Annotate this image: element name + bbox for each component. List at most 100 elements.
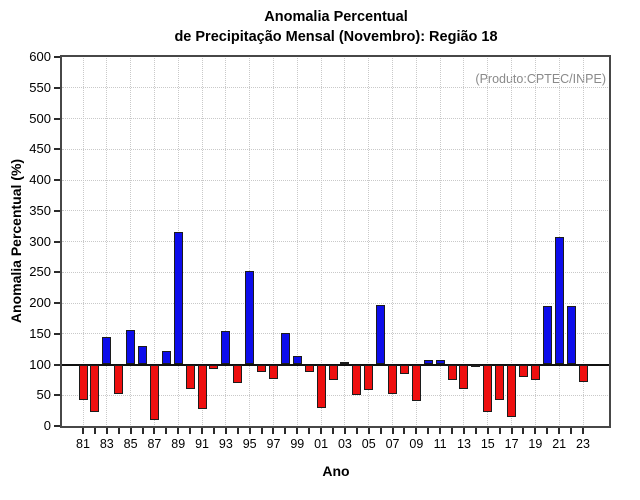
x-tick-label: 99 [290, 437, 305, 451]
bar-2015 [483, 364, 493, 413]
x-tick [272, 428, 275, 434]
bar-1984 [114, 364, 124, 395]
x-tick [212, 428, 215, 434]
x-tick [546, 428, 549, 434]
bar-2012 [447, 364, 457, 380]
h-gridline [62, 179, 610, 181]
v-gridline [153, 58, 155, 425]
x-tick [141, 428, 144, 434]
y-tick-label: 50 [36, 387, 51, 403]
x-tick-label: 19 [528, 437, 543, 451]
bar-1981 [78, 364, 88, 401]
bar-1985 [126, 330, 136, 365]
x-tick-label: 13 [457, 437, 471, 451]
bar-2010 [423, 359, 433, 365]
y-tick [54, 56, 60, 58]
y-tick-label: 150 [29, 325, 51, 341]
right-axis-line [609, 55, 611, 428]
h-gridline [62, 241, 610, 242]
x-tick [510, 428, 513, 434]
bar-2004 [352, 364, 362, 396]
x-tick [320, 428, 323, 434]
x-tick-label: 05 [361, 437, 376, 451]
x-tick-label: 85 [123, 437, 138, 451]
source-note: (Produto:CPTEC/INPE) [475, 72, 606, 86]
x-tick [403, 428, 406, 434]
bar-2017 [507, 364, 517, 417]
v-gridline [296, 58, 298, 425]
v-gridline [272, 58, 274, 425]
bar-2007 [388, 364, 398, 395]
y-tick-label: 200 [29, 295, 51, 310]
y-tick-label: 600 [29, 49, 51, 64]
bar-2006 [376, 304, 386, 365]
bar-2021 [554, 236, 564, 365]
x-tick [201, 428, 204, 434]
x-tick [189, 428, 192, 434]
bar-1992 [209, 364, 219, 369]
bar-2000 [304, 364, 314, 372]
chart-title-line1: Anomalia Percentual [264, 9, 408, 25]
x-tick [391, 428, 394, 434]
x-tick-label: 07 [385, 437, 400, 451]
x-tick-label: 01 [314, 437, 329, 451]
h-gridline [62, 87, 610, 89]
y-tick [54, 363, 60, 366]
y-tick [54, 179, 60, 181]
x-tick-label: 91 [195, 437, 209, 451]
bar-2003 [340, 362, 350, 365]
x-tick [177, 428, 180, 434]
x-tick-label: 11 [433, 437, 447, 451]
v-gridline [582, 58, 584, 425]
y-tick-label: 250 [29, 264, 51, 280]
x-tick-label: 83 [99, 437, 114, 451]
v-gridline [368, 58, 370, 425]
x-tick [462, 428, 465, 434]
x-tick [451, 428, 454, 434]
bar-1988 [161, 350, 171, 365]
x-tick [236, 428, 239, 434]
bar-2022 [566, 306, 576, 365]
v-gridline [225, 58, 227, 425]
v-gridline [415, 58, 417, 425]
x-tick [260, 428, 263, 434]
x-tick [534, 428, 537, 434]
x-tick-label: 87 [147, 437, 162, 451]
bar-2011 [435, 359, 445, 365]
x-tick [582, 428, 584, 434]
x-tick [296, 428, 299, 434]
x-tick [343, 428, 346, 434]
x-tick-label: 03 [337, 437, 352, 451]
x-tick [558, 428, 561, 434]
bar-1999 [292, 355, 302, 365]
y-axis-line [60, 55, 62, 428]
x-tick-label: 09 [409, 437, 424, 451]
x-tick-label: 21 [552, 437, 567, 451]
x-tick [105, 428, 108, 434]
h-gridline [62, 118, 610, 119]
y-tick-label: 500 [29, 110, 51, 126]
v-gridline [320, 58, 322, 425]
y-tick [54, 240, 60, 243]
top-axis-line [60, 55, 611, 57]
x-tick [117, 428, 120, 434]
x-tick [474, 428, 477, 434]
v-gridline [201, 58, 203, 425]
y-tick [54, 117, 60, 120]
bar-2019 [530, 364, 540, 380]
x-tick-label: 81 [76, 437, 90, 451]
x-tick-label: 15 [480, 437, 495, 451]
x-axis-title: Ano [322, 463, 350, 479]
bar-2008 [399, 364, 409, 375]
x-tick-label: 89 [171, 437, 186, 451]
x-tick-label: 23 [576, 437, 590, 451]
x-tick [439, 428, 442, 434]
x-tick [248, 428, 251, 434]
h-gridline [62, 210, 610, 212]
bar-2018 [518, 364, 528, 377]
x-tick [332, 428, 334, 434]
x-tick [498, 428, 501, 434]
x-tick [570, 428, 573, 434]
x-axis-line [60, 426, 611, 428]
